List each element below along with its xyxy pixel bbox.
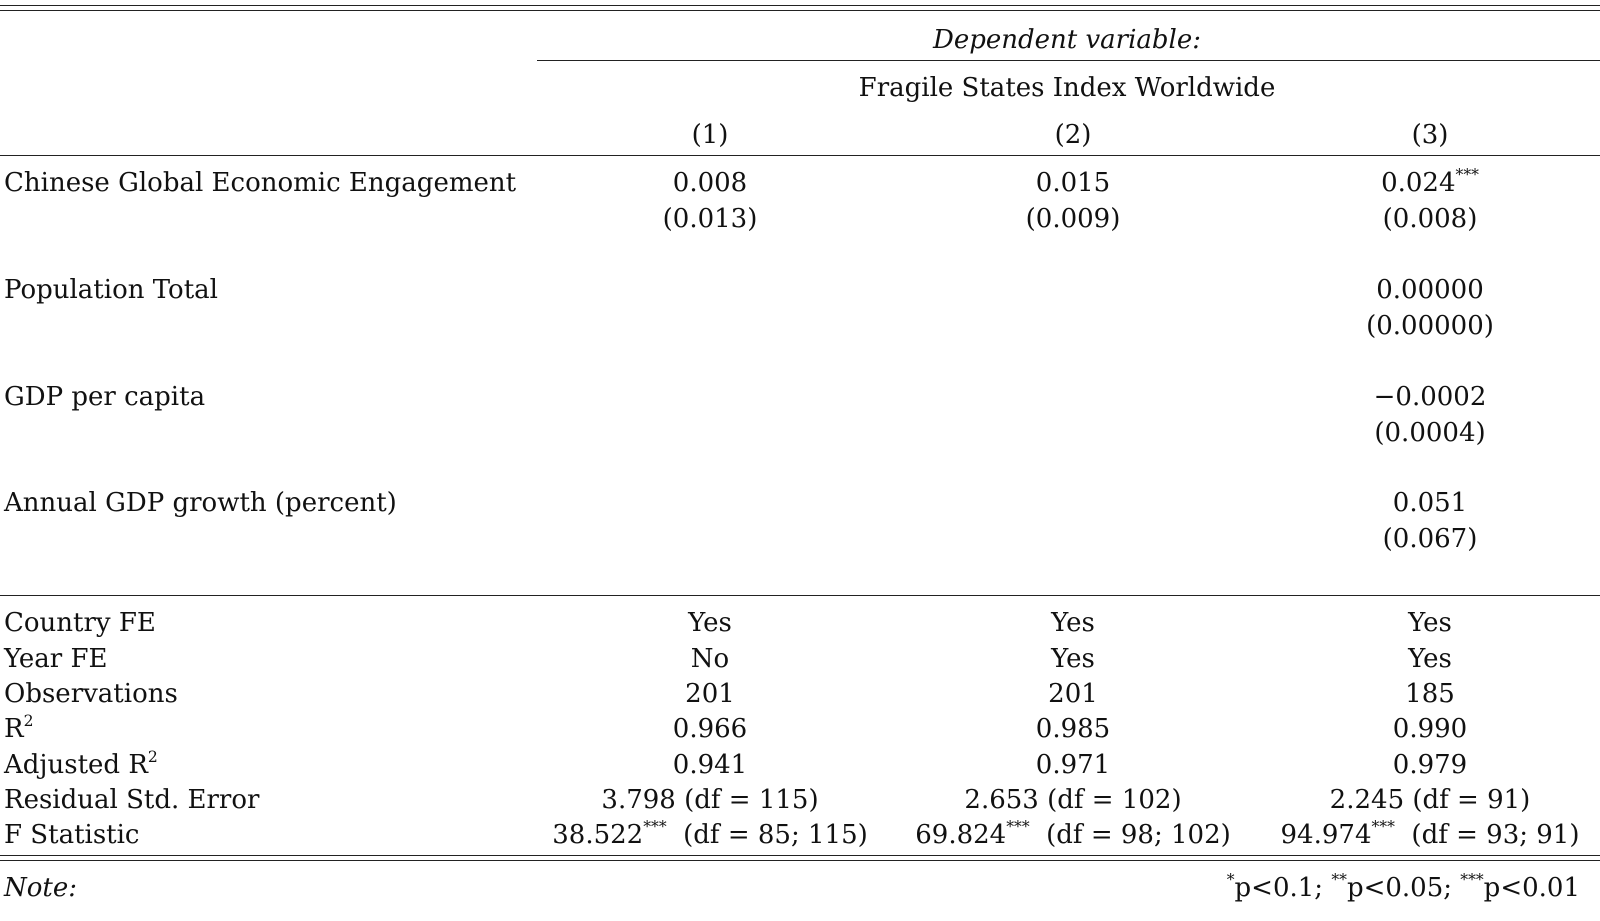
f-statistic-2: 69.824*** (df = 98; 102) [915, 818, 1231, 850]
adjusted-r-squared-2: 0.971 [1035, 750, 1111, 780]
column-header-3: (3) [1411, 120, 1449, 150]
row-label-population-total: Population Total [4, 275, 218, 305]
top-rule-second [0, 10, 1600, 11]
top-rule [0, 5, 1600, 6]
f-statistic-1: 38.522*** (df = 85; 115) [552, 818, 868, 850]
f-statistic-3: 94.974*** (df = 93; 91) [1280, 818, 1580, 850]
header-rule [0, 155, 1600, 156]
row-label-gdp-growth: Annual GDP growth (percent) [4, 488, 397, 518]
stderr-chinese-engagement-2: (0.009) [1025, 204, 1121, 234]
year-fe-3: Yes [1408, 644, 1452, 674]
adjusted-r-squared-1: 0.941 [672, 750, 748, 780]
row-label-gdp-per-capita: GDP per capita [4, 382, 206, 412]
residual-std-error-3: 2.245 (df = 91) [1329, 785, 1531, 815]
stars: *** [1455, 166, 1479, 185]
residual-std-error-1: 3.798 (df = 115) [601, 785, 819, 815]
row-label-country-fe: Country FE [4, 608, 156, 638]
country-fe-3: Yes [1408, 608, 1452, 638]
row-label-observations: Observations [4, 679, 178, 709]
year-fe-1: No [690, 644, 730, 674]
row-label-r-squared: R2 [4, 712, 34, 744]
estimate-chinese-engagement-1: 0.008 [672, 168, 748, 198]
stderr-gdp-per-capita-3: (0.0004) [1374, 418, 1486, 448]
note-label: Note: [4, 873, 77, 903]
row-label-year-fe: Year FE [4, 644, 108, 674]
stderr-chinese-engagement-3: (0.008) [1382, 204, 1478, 234]
row-label-f-statistic: F Statistic [4, 820, 140, 850]
dependent-variable-label: Dependent variable: [932, 25, 1202, 55]
estimate-gdp-growth-3: 0.051 [1392, 488, 1468, 518]
estimate-chinese-engagement-2: 0.015 [1035, 168, 1111, 198]
row-label-adjusted-r-squared: Adjusted R2 [4, 748, 158, 780]
stderr-population-total-3: (0.00000) [1366, 311, 1494, 341]
r-squared-3: 0.990 [1392, 714, 1468, 744]
observations-1: 201 [685, 679, 735, 709]
significance-note: *p<0.1; **p<0.05; ***p<0.01 [1226, 871, 1580, 903]
bottom-rule [0, 855, 1600, 856]
country-fe-2: Yes [1051, 608, 1095, 638]
stats-rule [0, 595, 1600, 596]
stderr-gdp-growth-3: (0.067) [1382, 524, 1478, 554]
column-header-2: (2) [1054, 120, 1092, 150]
estimate-population-total-3: 0.00000 [1376, 275, 1484, 305]
row-label-residual-std-error: Residual Std. Error [4, 785, 260, 815]
dependent-variable-underline [537, 60, 1600, 61]
country-fe-1: Yes [688, 608, 732, 638]
estimate-gdp-per-capita-3: −0.0002 [1373, 382, 1487, 412]
bottom-rule-second [0, 860, 1600, 861]
estimate-chinese-engagement-3: 0.024*** [1381, 166, 1479, 198]
observations-2: 201 [1048, 679, 1098, 709]
adjusted-r-squared-3: 0.979 [1392, 750, 1468, 780]
year-fe-2: Yes [1051, 644, 1095, 674]
column-header-1: (1) [691, 120, 729, 150]
r-squared-1: 0.966 [672, 714, 748, 744]
dependent-variable-name: Fragile States Index Worldwide [858, 73, 1276, 103]
residual-std-error-2: 2.653 (df = 102) [964, 785, 1182, 815]
stderr-chinese-engagement-1: (0.013) [662, 204, 758, 234]
r-squared-2: 0.985 [1035, 714, 1111, 744]
observations-3: 185 [1405, 679, 1455, 709]
row-label-chinese-engagement: Chinese Global Economic Engagement [4, 168, 517, 198]
